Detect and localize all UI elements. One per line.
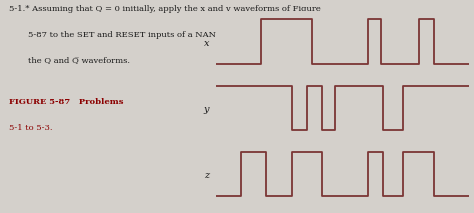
Text: z: z	[204, 171, 210, 180]
Text: 5-87 to the SET and RESET inputs of a NAND latch, and determine: 5-87 to the SET and RESET inputs of a NA…	[28, 31, 314, 39]
Text: y: y	[204, 105, 210, 114]
Text: FIGURE 5-87   Problems: FIGURE 5-87 Problems	[9, 98, 124, 106]
Text: x: x	[204, 39, 210, 48]
Text: 5-1.* Assuming that Q = 0 initially, apply the x and y waveforms of Figure: 5-1.* Assuming that Q = 0 initially, app…	[9, 5, 321, 13]
Text: the Q and Q̅ waveforms.: the Q and Q̅ waveforms.	[28, 56, 130, 65]
Text: 5-1 to 5-3.: 5-1 to 5-3.	[9, 124, 53, 132]
